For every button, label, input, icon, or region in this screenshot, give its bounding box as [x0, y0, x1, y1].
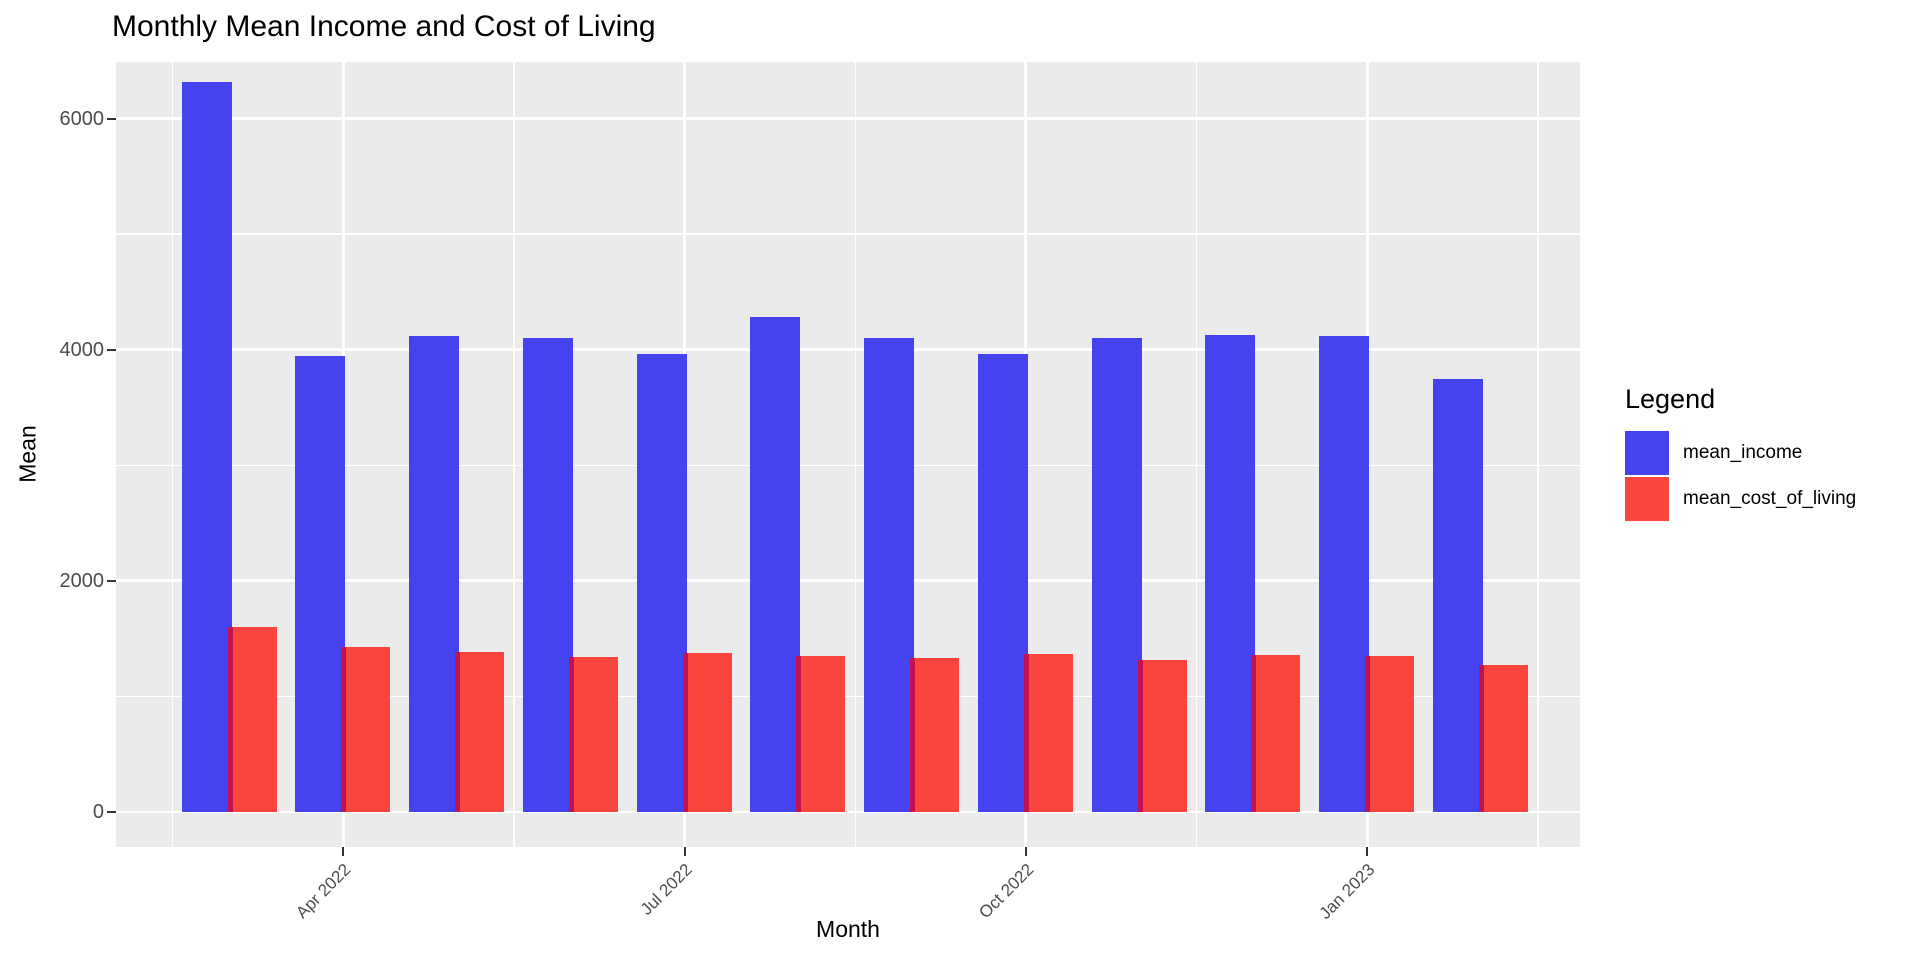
bar-mean-income [750, 317, 801, 812]
y-axis-tick-label: 2000 [59, 569, 105, 592]
bar-mean-income [409, 335, 460, 812]
gridline-v-minor [854, 62, 856, 847]
legend-label-mean-cost-of-living: mean_cost_of_living [1683, 488, 1857, 509]
gridline-v-minor [171, 62, 174, 847]
x-axis-tick-label: Jul 2022 [637, 860, 697, 919]
y-axis-tick-label: 4000 [59, 338, 105, 361]
bar-mean-cost-of-living [910, 658, 960, 812]
legend-title: Legend [1625, 384, 1716, 414]
gridline-h-minor [116, 464, 1580, 466]
y-axis-tick [107, 579, 116, 583]
bar-mean-cost-of-living [227, 627, 277, 812]
bar-mean-cost-of-living [682, 653, 732, 812]
x-axis-tick-label: Apr 2022 [292, 860, 355, 923]
legend-item-mean-cost-of-living: mean_cost_of_living [1625, 477, 1856, 521]
legend-item-mean-income: mean_income [1625, 431, 1856, 475]
bar-mean-income [1205, 335, 1256, 812]
y-axis-tick [107, 348, 116, 351]
legend-key-mean-cost-of-living-swatch [1625, 477, 1669, 521]
bar-mean-income [295, 356, 346, 812]
legend-key-mean-income-swatch [1625, 431, 1669, 475]
bar-mean-cost-of-living [1251, 654, 1301, 812]
bar-mean-cost-of-living [455, 652, 505, 812]
legend: Legend mean_income mean_cost_of_living [1625, 384, 1856, 523]
chart-title: Monthly Mean Income and Cost of Living [112, 10, 656, 43]
bar-mean-cost-of-living [1137, 660, 1187, 812]
bar-mean-cost-of-living [341, 646, 391, 812]
x-axis-tick [683, 847, 686, 856]
bar-mean-income [636, 354, 687, 812]
y-axis-title: Mean [14, 425, 41, 483]
x-axis-tick [1024, 847, 1028, 856]
plot-panel [116, 62, 1580, 847]
bar-mean-income [1091, 337, 1142, 812]
bar-mean-income [977, 354, 1028, 812]
y-axis-tick-label: 0 [92, 801, 104, 823]
x-axis-title: Month [816, 916, 880, 942]
bar-mean-cost-of-living [796, 655, 846, 812]
gridline-h-major [116, 117, 1580, 120]
gridline-v-minor [513, 62, 515, 847]
gridline-v-minor [1537, 62, 1539, 847]
gridline-h-major [116, 579, 1580, 583]
bar-mean-cost-of-living [1023, 653, 1073, 812]
bar-mean-cost-of-living [1478, 664, 1528, 812]
x-axis-tick-label: Jan 2023 [1315, 860, 1379, 923]
y-axis-tick [107, 811, 116, 814]
gridline-h-major [116, 348, 1580, 352]
gridline-h-minor [116, 695, 1580, 698]
y-axis-tick [107, 117, 116, 120]
bar-mean-income [522, 337, 573, 812]
bar-mean-income [181, 81, 232, 812]
x-axis-tick-label: Oct 2022 [975, 860, 1038, 923]
bar-mean-income [864, 337, 915, 812]
bar-mean-income [1432, 379, 1483, 812]
bar-mean-cost-of-living [568, 657, 618, 812]
bar-mean-income [1319, 336, 1370, 812]
x-axis-tick [1366, 847, 1369, 856]
gridline-v-minor [1195, 62, 1198, 847]
gridline-h-minor [116, 233, 1580, 235]
bar-mean-cost-of-living [1365, 655, 1415, 812]
x-axis-tick [342, 847, 345, 856]
gridline-h-major [116, 810, 1580, 814]
legend-label-mean-income: mean_income [1683, 442, 1803, 463]
y-axis-tick-label: 6000 [59, 107, 105, 130]
